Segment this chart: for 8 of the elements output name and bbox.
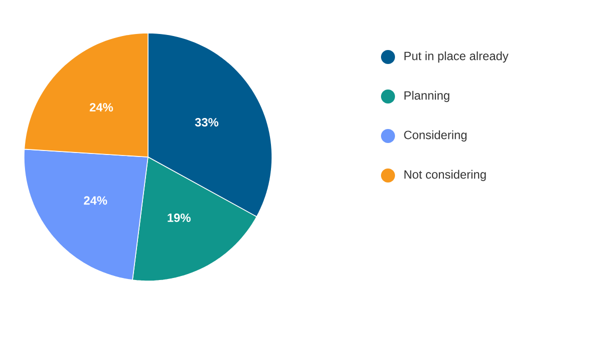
legend-label: Considering: [404, 130, 467, 142]
legend-label: Put in place already: [404, 51, 508, 63]
data-label: 24%: [84, 196, 108, 205]
data-label: 33%: [195, 118, 218, 127]
legend-label: Not considering: [404, 170, 486, 182]
legend-label: Planning: [404, 90, 450, 102]
data-label: 24%: [90, 103, 113, 112]
data-label: 19%: [168, 214, 191, 222]
